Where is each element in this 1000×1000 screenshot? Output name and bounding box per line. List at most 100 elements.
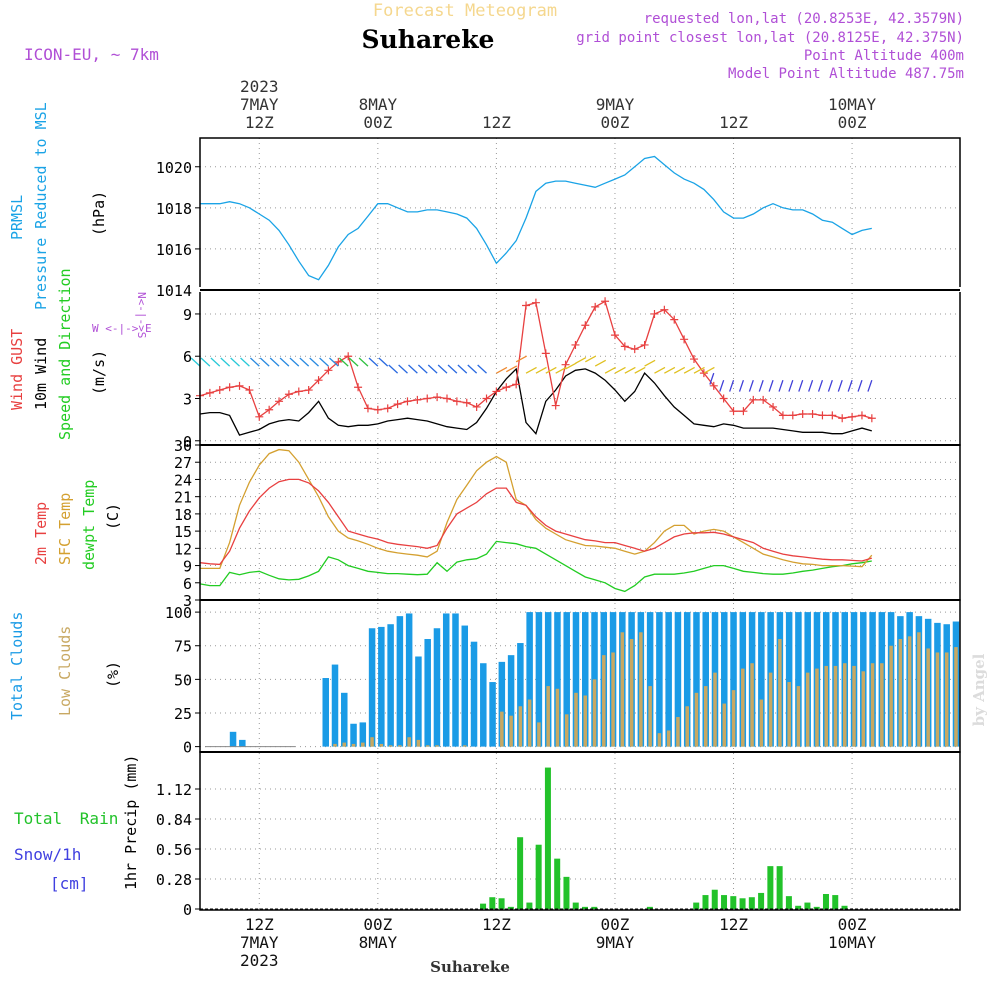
total-cloud-bar: [507, 655, 515, 747]
wind-arrow: [348, 357, 359, 367]
wind-arrow: [867, 379, 873, 392]
low-cloud-bar: [435, 745, 439, 747]
wind-arrow: [220, 357, 231, 367]
total-cloud-bar: [498, 661, 506, 747]
rain-bar: [711, 889, 718, 909]
gust-marker: [383, 404, 392, 413]
rain-bar: [730, 896, 737, 909]
rain-bar: [498, 898, 505, 909]
gust-marker: [798, 410, 807, 418]
top-axis-label: 9MAY: [596, 95, 635, 114]
top-axis-label: 10MAY: [828, 95, 877, 114]
low-cloud-bar: [342, 742, 347, 747]
total-cloud-bar: [442, 613, 450, 747]
total-cloud-bar: [683, 612, 691, 747]
low-cloud-bar: [898, 639, 903, 747]
low-cloud-bar: [648, 686, 652, 747]
panel-frame-pressure: [199, 137, 961, 291]
low-clouds-label: Low Clouds: [56, 626, 74, 716]
total-cloud-bar: [341, 692, 348, 747]
gust-marker: [808, 410, 817, 418]
temp-tick-label: 24: [174, 471, 192, 489]
rain-bar: [480, 903, 487, 909]
gust-marker: [867, 414, 876, 423]
dewpoint-line: [199, 540, 872, 593]
low-cloud-bar: [815, 668, 819, 747]
precip-tick-label: 0.84: [156, 811, 192, 829]
low-cloud-bar: [500, 711, 504, 747]
rain-bar: [554, 858, 561, 909]
wind-arrow: [827, 379, 833, 392]
footer-station: Suhareke: [430, 958, 510, 976]
wind-tick-label: 3: [183, 391, 192, 409]
gridpoint-coords: grid point closest lon,lat (20.8125E, 42…: [576, 30, 964, 46]
gust-marker: [354, 383, 363, 392]
gust-marker: [472, 402, 481, 411]
clouds-unit: (%): [104, 661, 122, 688]
rain-bar: [563, 876, 570, 909]
low-cloud-bar: [935, 652, 940, 747]
bottom-axis-label: 00Z: [363, 915, 392, 934]
low-cloud-bar: [676, 717, 680, 747]
gust-marker: [601, 297, 610, 306]
wind-arrow: [703, 366, 715, 374]
wind-label: 10m Wind: [32, 338, 50, 410]
low-cloud-bar: [824, 665, 828, 747]
bottom-axis-label: 00Z: [601, 915, 630, 934]
wind-speed-line: [199, 367, 872, 436]
rain-bar: [739, 898, 746, 909]
gust-marker: [294, 387, 303, 396]
gust-marker: [205, 388, 214, 397]
gust-marker: [344, 352, 353, 361]
low-cloud-bar: [537, 722, 541, 747]
wind-arrow: [847, 379, 853, 392]
low-cloud-bar: [805, 672, 810, 747]
gust-marker: [660, 305, 669, 314]
rain-bar: [572, 902, 579, 909]
rain-bar: [582, 906, 588, 909]
gust-marker: [729, 407, 738, 416]
low-cloud-bar: [407, 737, 411, 747]
rain-bar: [702, 895, 709, 909]
total-cloud-bar: [415, 656, 422, 747]
low-cloud-bar: [722, 703, 727, 747]
pressure-line: [200, 155, 872, 281]
precip-tick-label: 1.12: [156, 781, 192, 799]
rain-bar: [758, 892, 765, 909]
low-cloud-bar: [509, 715, 513, 747]
rain-bar: [767, 866, 774, 909]
total-cloud-bar: [785, 612, 793, 747]
wind-arrow: [467, 364, 478, 374]
low-cloud-bar: [555, 688, 560, 747]
low-cloud-bar: [620, 632, 625, 747]
wind-arrow: [378, 357, 389, 367]
gust-marker: [709, 381, 718, 390]
compass-ns: N<-|->S: [135, 292, 148, 338]
total-clouds-label: Total Clouds: [8, 612, 26, 720]
low-cloud-bar: [843, 663, 847, 747]
temp-tick-label: 12: [174, 540, 192, 558]
bottom-axis-label: 12Z: [482, 915, 511, 934]
wind-tick-label: 6: [183, 348, 192, 366]
total-cloud-bar: [554, 612, 561, 747]
wind-arrow: [358, 357, 369, 367]
top-axis-label: 12Z: [245, 113, 274, 132]
wind-arrow: [398, 364, 408, 374]
gust-marker: [482, 394, 491, 403]
wind-arrow: [555, 366, 567, 374]
gust-marker: [690, 355, 698, 364]
low-cloud-bar: [379, 743, 384, 747]
wind-arrow: [299, 357, 310, 367]
temp-2m-line: [199, 478, 872, 566]
wind-arrow: [525, 366, 537, 374]
pressure-label: Pressure Reduced to MSL: [32, 102, 50, 310]
low-cloud-bar: [778, 639, 782, 747]
requested-coords: requested lon,lat (20.8253E, 42.3579N): [644, 11, 964, 27]
bottom-axis-label: 7MAY: [240, 933, 279, 952]
gust-marker: [225, 383, 234, 392]
total-cloud-bar: [702, 612, 709, 747]
gust-marker: [551, 401, 560, 410]
total-cloud-bar: [758, 612, 765, 747]
gust-marker: [512, 380, 521, 389]
